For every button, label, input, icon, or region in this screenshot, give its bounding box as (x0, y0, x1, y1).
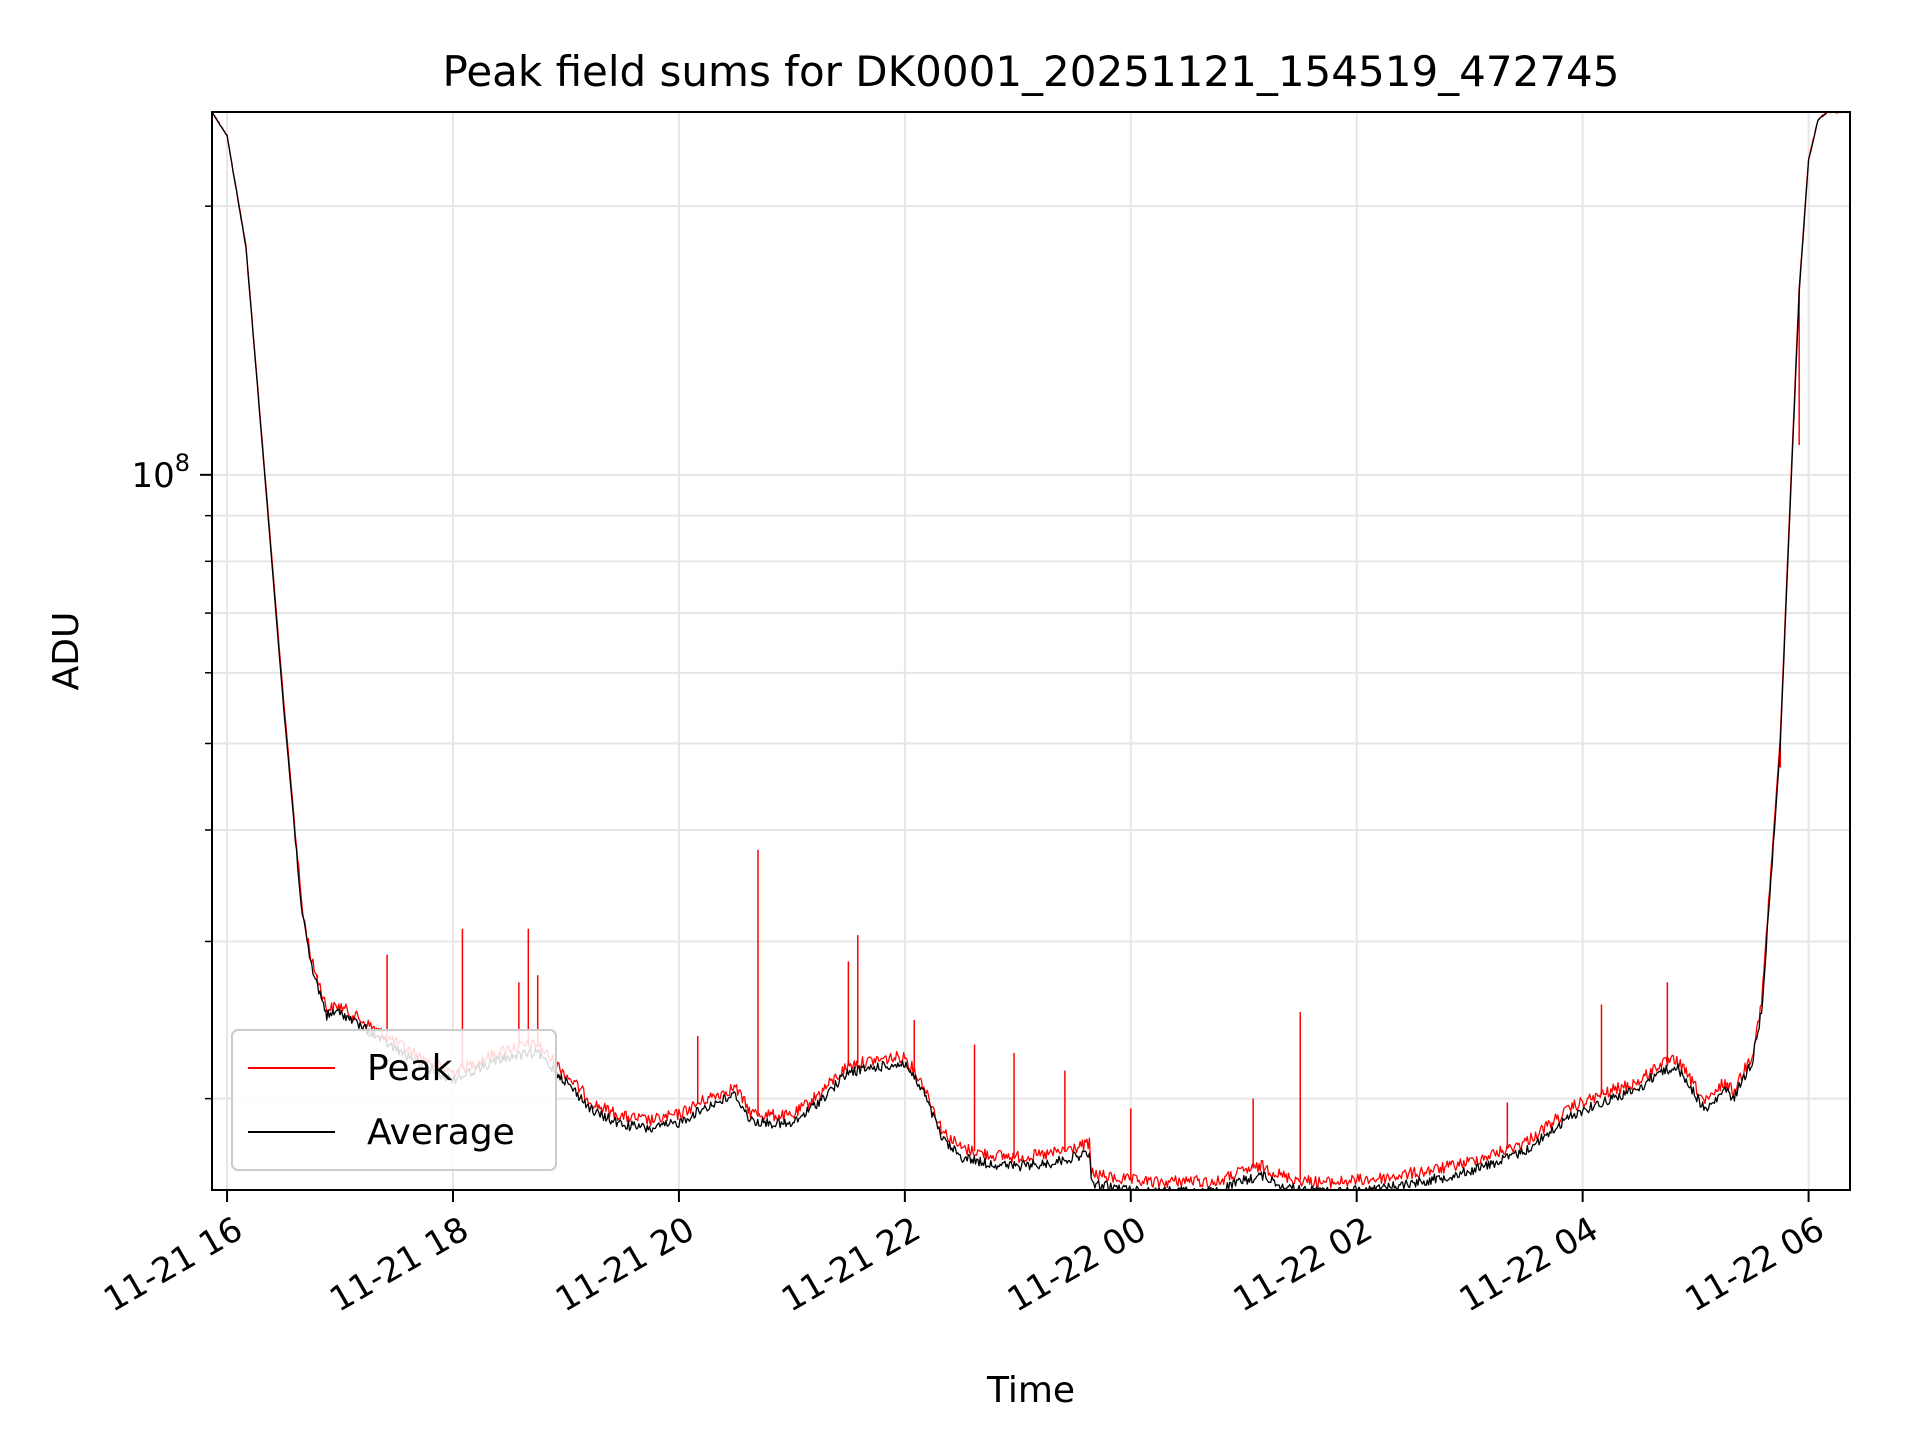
legend-label-peak: Peak (367, 1048, 453, 1089)
y-axis-label: ADU (46, 612, 87, 691)
y-axis: 108 (131, 205, 212, 1100)
grid (212, 112, 1850, 1190)
legend-box (231, 1029, 557, 1171)
plot-frame (211, 111, 1851, 1191)
legend: Peak Average (231, 1029, 557, 1171)
x-axis-label: Time (986, 1370, 1075, 1411)
chart-title: Peak field sums for DK0001_20251121_1545… (442, 47, 1619, 96)
y-tick-label-0: 108 (131, 449, 190, 496)
legend-label-average: Average (367, 1112, 515, 1153)
